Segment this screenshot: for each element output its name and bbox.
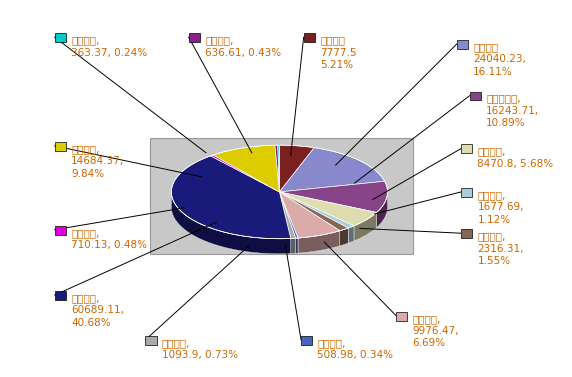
Polygon shape (340, 228, 348, 246)
Polygon shape (280, 192, 296, 239)
Polygon shape (213, 145, 280, 192)
Polygon shape (210, 155, 280, 192)
Text: 泰康人寿,
2316.31,
1.55%: 泰康人寿, 2316.31, 1.55% (478, 231, 524, 266)
Text: 人保健康
7777.5
5.21%: 人保健康 7777.5 5.21% (320, 35, 356, 70)
Bar (461, 144, 472, 153)
Bar (470, 92, 481, 100)
Bar (304, 33, 315, 42)
Polygon shape (348, 226, 354, 243)
Polygon shape (275, 145, 280, 192)
Text: 生命人寿,
14684.37,
9.84%: 生命人寿, 14684.37, 9.84% (71, 144, 124, 179)
Polygon shape (280, 181, 387, 212)
Text: 中国人寿
24040.23,
16.11%: 中国人寿 24040.23, 16.11% (473, 42, 526, 77)
Polygon shape (172, 192, 291, 254)
Bar (461, 229, 472, 238)
Text: 合众人寿,
1093.9, 0.73%: 合众人寿, 1093.9, 0.73% (162, 338, 238, 360)
Text: 华泰人寿,
363.37, 0.24%: 华泰人寿, 363.37, 0.24% (71, 35, 147, 58)
Polygon shape (280, 145, 314, 192)
Bar (301, 336, 312, 345)
Polygon shape (280, 192, 354, 228)
Text: 民生人寿,
508.98, 0.34%: 民生人寿, 508.98, 0.34% (317, 338, 394, 360)
Polygon shape (280, 148, 384, 192)
Polygon shape (172, 156, 291, 239)
Text: 太平洋人寿,
16243.71,
10.89%: 太平洋人寿, 16243.71, 10.89% (486, 93, 539, 129)
Text: 平安人寿,
8470.8, 5.68%: 平安人寿, 8470.8, 5.68% (478, 147, 554, 169)
Text: 太平人寿,
9976.47,
6.69%: 太平人寿, 9976.47, 6.69% (412, 314, 459, 348)
Bar (189, 33, 200, 42)
Bar (55, 291, 66, 300)
Polygon shape (296, 238, 298, 253)
Polygon shape (280, 192, 298, 238)
Bar (461, 188, 472, 197)
Text: 人民人寿,
60689.11,
40.68%: 人民人寿, 60689.11, 40.68% (71, 293, 124, 328)
Polygon shape (280, 192, 340, 238)
Bar (396, 312, 407, 320)
Bar (456, 40, 468, 49)
Polygon shape (298, 231, 340, 253)
Bar (55, 226, 66, 234)
Polygon shape (280, 192, 348, 231)
Bar (55, 33, 66, 42)
Bar (145, 336, 157, 345)
Polygon shape (376, 192, 387, 228)
Polygon shape (278, 145, 280, 192)
Text: 信泰人寿,
636.61, 0.43%: 信泰人寿, 636.61, 0.43% (205, 35, 281, 58)
Polygon shape (280, 192, 376, 226)
Text: 新华人寿,
1677.69,
1.12%: 新华人寿, 1677.69, 1.12% (478, 190, 524, 225)
Ellipse shape (172, 160, 387, 254)
Text: 阳光人寿,
710.13, 0.48%: 阳光人寿, 710.13, 0.48% (71, 228, 147, 250)
Bar (55, 142, 66, 151)
Bar (150, 138, 414, 254)
Polygon shape (291, 238, 296, 254)
Polygon shape (354, 212, 376, 241)
